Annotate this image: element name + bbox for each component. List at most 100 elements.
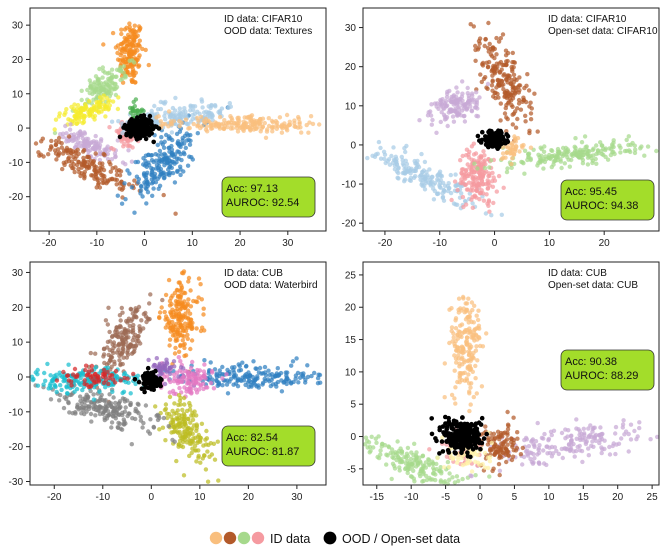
scatter-point [497,454,503,459]
scatter-point [183,117,189,122]
scatter-point [305,363,310,368]
scatter-point [266,116,271,121]
scatter-point [546,438,551,443]
scatter-point [547,156,552,161]
scatter-point [576,155,582,160]
scatter-point [499,212,504,217]
scatter-point [189,441,194,446]
scatter-point [120,58,126,63]
scatter-point [100,180,106,186]
scatter-point [244,372,249,377]
cluster [499,134,534,167]
scatter-point [436,191,441,196]
scatter-point [97,66,102,72]
scatter-point [163,402,169,407]
scatter-point [105,322,111,327]
scatter-point [122,409,128,414]
scatter-point [117,58,123,63]
scatter-point [457,380,462,385]
scatter-point [85,87,90,93]
cluster [365,139,504,218]
scatter-point [378,145,383,151]
scatter-point [317,122,322,127]
scatter-point [247,124,253,129]
scatter-point [68,122,73,127]
scatter-point [160,365,165,370]
scatter-point [490,73,495,78]
scatter-point [129,159,135,164]
scatter-point [189,426,195,431]
scatter-point [480,129,485,135]
scatter-point [489,435,495,440]
scatter-point [175,299,180,305]
scatter-point [126,124,131,130]
scatter-point [104,89,110,94]
scatter-point [105,144,110,149]
scatter-point [88,350,94,356]
scatter-point [203,467,209,472]
scatter-point [182,429,187,435]
scatter-point [162,381,168,387]
scatter-point [412,479,417,484]
scatter-point [220,376,225,381]
scatter-point [87,90,93,96]
scatter-point [180,338,185,343]
scatter-point [484,331,489,336]
scatter-point [180,303,185,308]
scatter-point [481,191,486,196]
y-tick-label: 10 [12,338,24,349]
scatter-point [228,376,234,381]
scatter-point [92,176,97,181]
scatter-point [453,385,458,390]
scatter-point [308,114,314,119]
scatter-point [389,153,394,159]
scatter-point [490,170,495,176]
scatter-point [194,326,199,331]
x-tick-label: 20 [235,238,247,249]
scatter-point [577,147,583,152]
scatter-point [221,126,227,131]
scatter-point [167,365,172,371]
scatter-point [168,119,174,124]
cluster [117,113,162,145]
scatter-point [397,465,402,470]
scatter-point [127,323,132,329]
points [365,20,659,218]
points [33,21,322,216]
scatter-point [66,134,72,139]
scatter-point [187,400,192,406]
scatter-point [535,129,540,134]
scatter-point [35,383,41,388]
scatter-point [258,119,263,125]
scatter-point [135,123,140,129]
scatter-point [161,415,167,421]
scatter-point [270,124,275,129]
scatter-point [88,411,94,417]
scatter-point [137,38,142,43]
scatter-point [151,425,157,430]
scatter-point [130,145,135,150]
scatter-point [505,432,510,437]
scatter-point [178,359,183,364]
scatter-point [451,335,456,340]
scatter-point [82,176,87,181]
scatter-point [467,346,473,351]
scatter-point [215,439,220,444]
scatter-point [464,301,470,306]
scatter-point [201,312,206,317]
x-tick-label: 20 [599,238,611,249]
scatter-point [457,371,462,376]
scatter-point [510,156,515,161]
scatter-point [471,320,476,325]
scatter-point [464,106,469,111]
scatter-point [101,68,106,74]
scatter-point [172,290,178,296]
scatter-point [176,402,181,408]
scatter-point [100,75,105,80]
scatter-point [59,145,64,150]
scatter-point [265,377,271,382]
scatter-point [262,364,268,370]
scatter-point [632,150,638,156]
scatter-point [95,81,100,86]
scatter-point [205,479,211,484]
